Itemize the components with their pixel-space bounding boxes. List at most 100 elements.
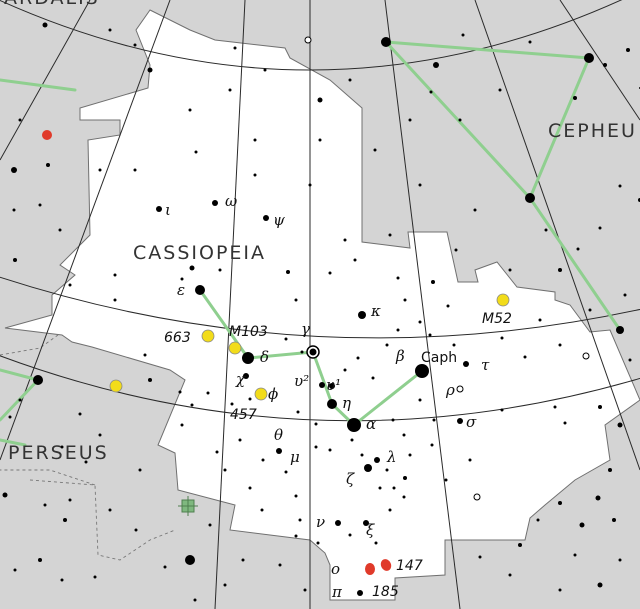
declination-arc-mid — [0, 276, 640, 339]
star-iota — [156, 206, 162, 212]
star-lambda — [374, 457, 380, 463]
star-dot-icon — [98, 168, 102, 172]
star-dot-icon — [180, 423, 184, 427]
star-dot-icon — [598, 226, 602, 230]
open-cluster-icon — [496, 293, 510, 307]
label-eta: η — [342, 394, 351, 412]
label-alpha: α — [366, 415, 376, 433]
star-dot-icon — [303, 588, 307, 592]
hour-line-5 — [384, 0, 461, 609]
star-dot-icon — [500, 336, 504, 340]
star-dot-icon — [385, 468, 389, 472]
star-epsilon — [195, 285, 205, 295]
open-cluster-icon — [201, 329, 215, 343]
star-dot-icon — [147, 67, 153, 73]
declination-arc-outer — [0, 355, 640, 422]
upper-left-boundary — [0, 334, 59, 356]
star-dot-icon — [454, 248, 458, 252]
star-dot-icon — [391, 418, 395, 422]
star-dot-icon — [12, 208, 16, 212]
star-dot-icon — [418, 320, 422, 324]
hour-line-3 — [0, 0, 171, 461]
label-omicron: ο — [331, 560, 340, 578]
star-dot-icon — [356, 356, 360, 360]
star-dot-icon — [428, 333, 432, 337]
star-dot-icon — [350, 438, 354, 442]
star-dot-icon — [215, 450, 219, 454]
star-dot-icon — [418, 183, 422, 187]
star-dot-icon — [618, 558, 622, 562]
variable-star-icon — [473, 493, 481, 501]
star-tau — [463, 361, 469, 367]
star-dot-icon — [294, 494, 298, 498]
star-upsilon1 — [329, 383, 335, 389]
star-dot-icon — [308, 183, 312, 187]
star-chi — [243, 373, 249, 379]
star-dot-icon — [60, 578, 64, 582]
star-dot-icon — [523, 355, 527, 359]
star-dot-icon — [223, 468, 227, 472]
star-dot-icon — [133, 168, 137, 172]
star-dot-icon — [518, 543, 522, 547]
star-dot-icon — [278, 563, 282, 567]
star-upsilon2 — [319, 382, 325, 388]
star-dot-icon — [163, 565, 167, 569]
label-sigma: σ — [466, 413, 477, 431]
star-dot-icon — [360, 453, 364, 457]
label-theta: θ — [274, 426, 283, 444]
star-dot-icon — [133, 43, 137, 47]
star-dot-icon — [38, 203, 42, 207]
label-ngc185: 185 — [372, 584, 399, 600]
star-dot-icon — [452, 343, 456, 347]
star-caph — [415, 364, 429, 378]
star-dot-icon — [446, 304, 450, 308]
star-dot-icon — [573, 553, 577, 557]
label-beta: β — [395, 347, 405, 365]
star-dot-icon — [343, 368, 347, 372]
star-dot-icon — [18, 118, 22, 122]
object-labels: M103 663 457 M52 147 185 — [164, 311, 512, 600]
star-dot-icon — [373, 148, 377, 152]
star-cepheus-3 — [525, 193, 535, 203]
star-dot-icon — [8, 415, 12, 419]
label-ngc663: 663 — [164, 330, 191, 346]
star-dot-icon — [558, 588, 562, 592]
star-dot-icon — [461, 33, 465, 37]
star-dot-icon — [328, 448, 332, 452]
star-sigma — [457, 418, 463, 424]
label-delta: δ — [260, 348, 269, 366]
star-dot-icon — [206, 391, 210, 395]
star-psi — [263, 215, 269, 221]
star-dot-icon — [194, 150, 198, 154]
star-dot-icon — [58, 228, 62, 232]
star-dot-icon — [138, 468, 142, 472]
star-dot-icon — [317, 97, 323, 103]
star-dot-icon — [253, 173, 257, 177]
label-gamma: γ — [301, 320, 310, 338]
star-dot-icon — [374, 541, 378, 545]
star-dot-icon — [608, 468, 612, 472]
star-kappa — [358, 311, 366, 319]
star-dot-icon — [284, 470, 288, 474]
star-perseus-1 — [33, 375, 43, 385]
star-dot-icon — [431, 280, 435, 284]
star-dot-icon — [500, 408, 504, 412]
label-iota: ι — [165, 201, 171, 219]
cepheus-line — [384, 40, 591, 200]
star-dot-icon — [188, 108, 192, 112]
star-dot-icon — [253, 138, 257, 142]
star-dot-icon — [538, 318, 542, 322]
hour-line-2 — [214, 0, 246, 609]
star-dot-icon — [113, 298, 117, 302]
deep-sky-objects — [42, 36, 590, 575]
star-dot-icon — [468, 458, 472, 462]
label-m52: M52 — [482, 311, 512, 327]
star-dot-icon — [63, 518, 67, 522]
label-mu: μ — [290, 448, 300, 466]
star-dot-icon — [314, 445, 318, 449]
star-dot-icon — [68, 283, 72, 287]
star-dot-icon — [544, 228, 548, 232]
star-dot-icon — [300, 350, 304, 354]
label-tau: τ — [481, 356, 490, 374]
